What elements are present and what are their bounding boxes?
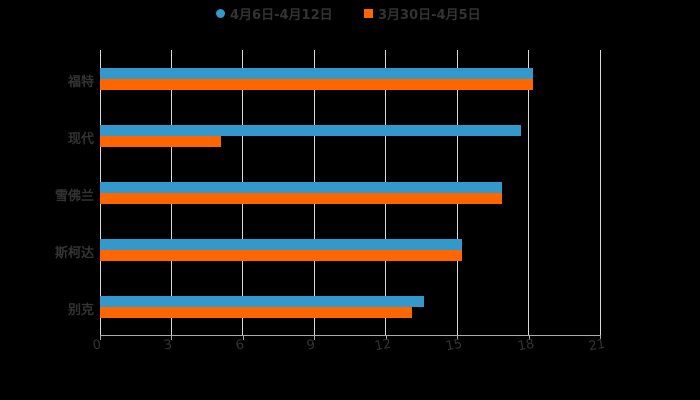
x-tick [528, 335, 530, 340]
legend-square-icon [364, 9, 373, 18]
y-category-label: 福特 [67, 74, 94, 90]
gridline [528, 50, 530, 335]
x-tick-label: 3 [163, 337, 174, 354]
x-tick-label: 21 [587, 336, 607, 355]
x-tick [600, 335, 601, 340]
x-axis-line [100, 335, 600, 336]
y-category-label: 现代 [67, 131, 94, 147]
legend-label: 3月30日-4月5日 [378, 8, 481, 23]
x-tick [100, 335, 101, 340]
y-category-label: 别克 [67, 302, 94, 318]
x-tick [242, 335, 244, 340]
x-tick [457, 335, 459, 340]
x-tick [171, 335, 173, 340]
x-tick-label: 15 [444, 336, 464, 355]
x-tick-label: 0 [91, 337, 103, 354]
bar-series-1[interactable] [100, 67, 534, 79]
y-category-label: 雪佛兰 [54, 188, 94, 204]
bar-series-2[interactable] [100, 306, 412, 318]
gridline [599, 50, 601, 335]
x-tick [314, 335, 316, 340]
bar-series-1[interactable] [100, 295, 424, 307]
legend-circle-icon [216, 9, 225, 18]
bar-series-2[interactable] [100, 192, 503, 204]
bar-series-1[interactable] [100, 124, 522, 136]
x-tick-label: 9 [305, 337, 317, 354]
bar-series-2[interactable] [100, 249, 462, 261]
x-tick-label: 6 [234, 337, 246, 354]
plot-area [100, 50, 601, 335]
bar-series-1[interactable] [100, 181, 503, 193]
legend: 4月6日-4月12日 3月30日-4月5日 [0, 4, 700, 23]
bar-series-2[interactable] [100, 135, 222, 147]
legend-item-series-2[interactable]: 3月30日-4月5日 [364, 4, 481, 23]
legend-item-series-1[interactable]: 4月6日-4月12日 [216, 4, 333, 23]
y-category-label: 斯柯达 [54, 245, 94, 261]
legend-label: 4月6日-4月12日 [230, 8, 333, 23]
x-tick-label: 12 [373, 336, 393, 355]
x-tick-label: 18 [516, 336, 536, 355]
x-tick [385, 335, 387, 340]
bar-series-1[interactable] [100, 238, 462, 250]
bar-series-2[interactable] [100, 78, 534, 90]
